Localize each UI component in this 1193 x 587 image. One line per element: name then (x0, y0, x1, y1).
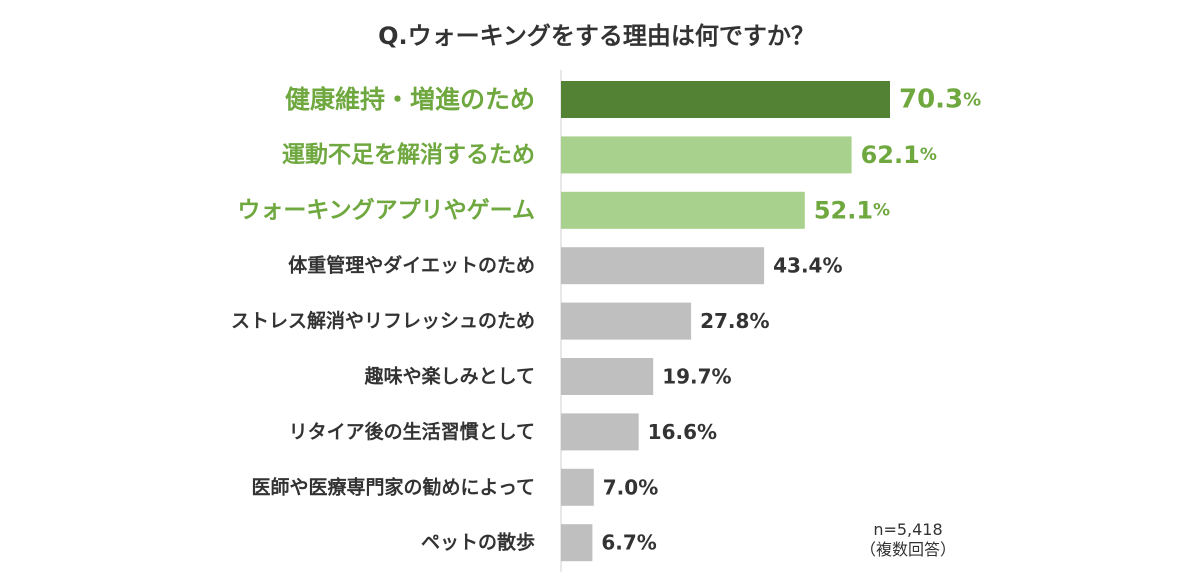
value-label-3: 43.4% (773, 254, 842, 278)
category-label-0: 健康維持・増進のため (285, 85, 535, 114)
value-label-7: 7.0% (603, 475, 658, 499)
bar-5 (561, 358, 654, 395)
category-label-6: リタイア後の生活習慣として (289, 420, 535, 443)
category-label-7: 医師や医療専門家の勧めによって (252, 475, 535, 498)
bar-1 (561, 136, 852, 174)
category-label-1: 運動不足を解消するため (282, 141, 535, 168)
value-label-4: 27.8% (700, 309, 769, 333)
bars-group: 健康維持・増進のため 70.3% 運動不足を解消するため 62.1% ウォーキングアプリ… (231, 81, 981, 562)
chart-title: Q.ウォーキングをする理由は何ですか？ (378, 22, 815, 50)
bar-0 (561, 81, 890, 118)
bar-8 (561, 524, 593, 562)
sample-size: n=5,418 (873, 520, 943, 539)
bar-7 (561, 468, 594, 506)
category-label-3: 体重管理やダイエットのため (288, 254, 535, 277)
answer-type: （複数回答） (859, 540, 956, 559)
category-label-4: ストレス解消やリフレッシュのため (231, 309, 535, 332)
value-label-5: 19.7% (662, 365, 731, 389)
value-label-0: 70.3% (899, 85, 981, 115)
value-label-8: 6.7% (601, 531, 656, 555)
value-label-1: 62.1% (861, 141, 937, 169)
category-label-8: ペットの散歩 (421, 531, 535, 554)
category-label-5: 趣味や楽しみとして (364, 365, 535, 388)
value-label-2: 52.1% (814, 196, 890, 224)
value-label-6: 16.6% (648, 420, 717, 444)
sample-note: n=5,418 （複数回答） (848, 520, 968, 560)
category-label-2: ウォーキングアプリやゲーム (237, 196, 535, 223)
bar-3 (561, 247, 765, 285)
bar-2 (561, 191, 805, 229)
bar-6 (561, 413, 639, 451)
bar-4 (561, 302, 692, 340)
